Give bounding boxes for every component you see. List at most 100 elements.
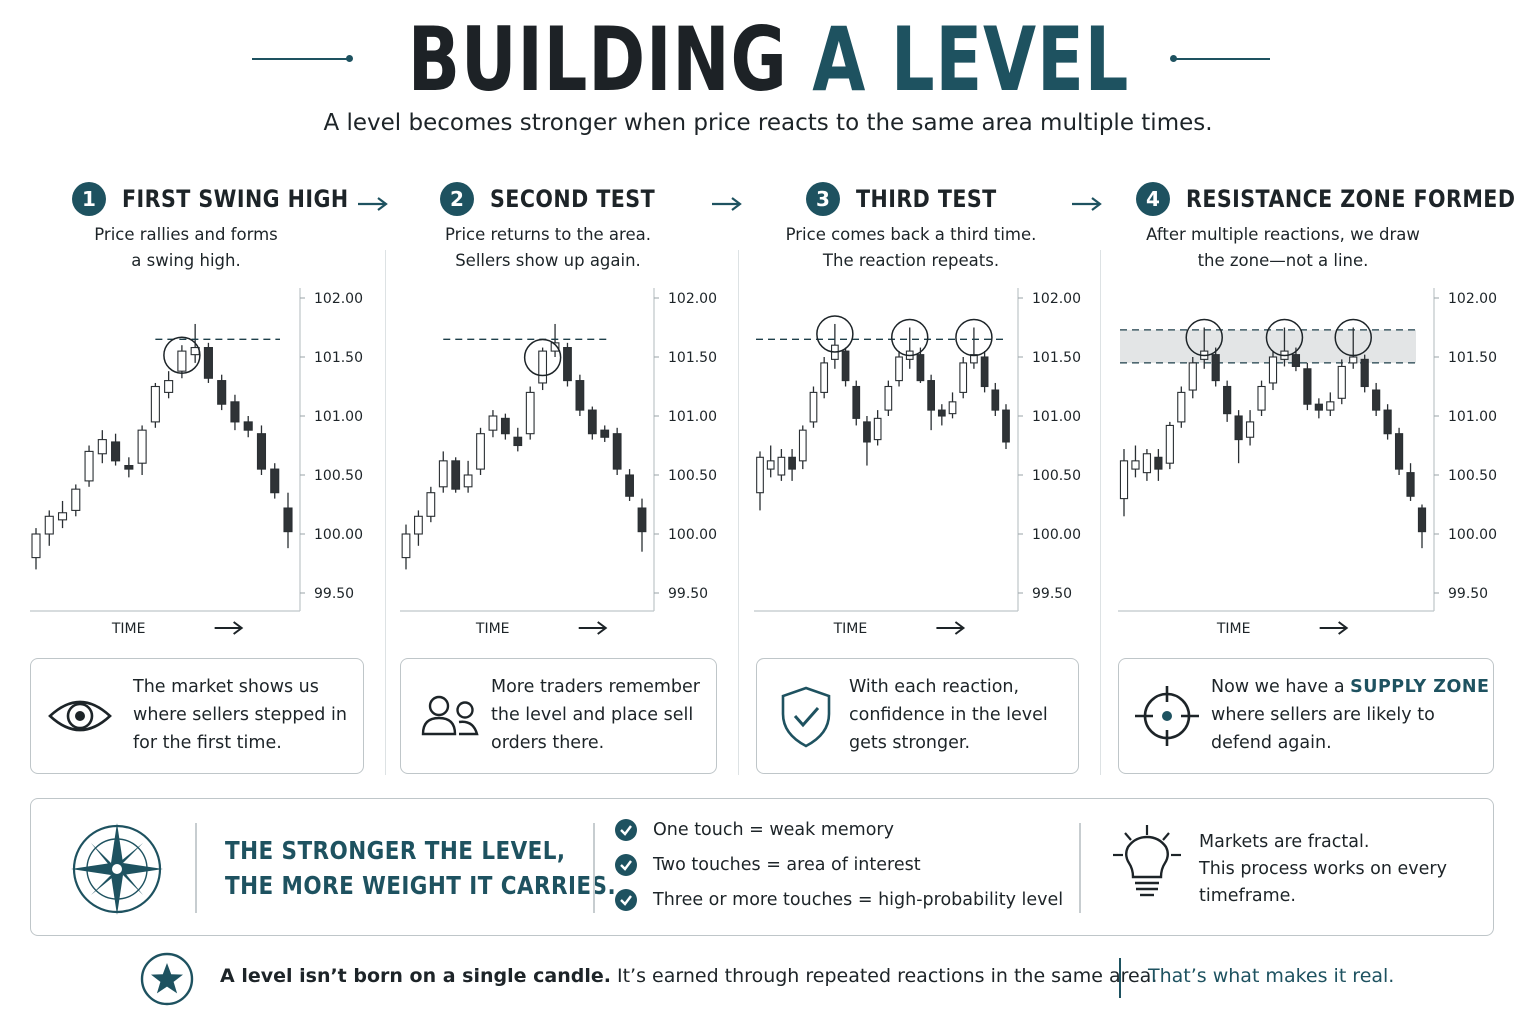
footer-bold-text: A level isn’t born on a single candle. xyxy=(220,965,611,987)
bullish-candle xyxy=(948,401,957,415)
bullish-candle xyxy=(1177,391,1186,423)
bearish-candle xyxy=(863,421,871,443)
bearish-candle xyxy=(575,380,585,411)
check-circle-icon xyxy=(615,889,637,911)
x-axis-label: TIME xyxy=(833,621,868,637)
step-2-number: 2 xyxy=(440,182,474,216)
y-tick-label: 99.50 xyxy=(1032,586,1072,602)
bearish-candle xyxy=(243,421,253,431)
check-item-label: Three or more touches = high-probability… xyxy=(653,890,1064,910)
bearish-candle xyxy=(1360,358,1369,388)
summary-divider xyxy=(593,823,595,913)
x-axis-label: TIME xyxy=(475,621,510,637)
chart-first-swing-high: 102.00 101.50 101.00 100.50 100.00 99.50 TIME xyxy=(30,288,363,637)
touch-circle xyxy=(523,338,562,377)
x-axis-label: TIME xyxy=(111,621,146,637)
bullish-candle xyxy=(488,415,498,431)
y-tick-label: 101.00 xyxy=(314,409,363,425)
bullish-candle xyxy=(438,460,448,488)
bullish-candle xyxy=(1165,424,1174,464)
y-tick-label: 100.50 xyxy=(1448,468,1497,484)
title-dot-right xyxy=(1170,55,1177,62)
y-tick-label: 101.00 xyxy=(1448,409,1497,425)
chart-resistance-zone: 102.00 101.50 101.00 100.50 100.00 99.50 TIME xyxy=(1118,288,1497,637)
step-2-title: SECOND TEST xyxy=(490,185,656,213)
step-4-desc-line2: the zone—not a line. xyxy=(1197,251,1369,270)
bullish-candle xyxy=(766,460,775,470)
bullish-candle xyxy=(756,456,764,494)
fractal-note: Markets are fractal. This process works … xyxy=(1199,829,1447,910)
bullish-candle xyxy=(1257,385,1266,411)
title-part1: BUILDING xyxy=(407,8,788,111)
bearish-candle xyxy=(852,385,861,419)
bullish-candle xyxy=(426,492,436,517)
bearish-candle xyxy=(451,460,461,490)
bullish-candle xyxy=(959,362,968,393)
bearish-candle xyxy=(1394,433,1404,470)
star-badge-icon xyxy=(140,952,194,1006)
y-tick-label: 101.00 xyxy=(668,409,717,425)
bullish-candle xyxy=(895,356,903,382)
step-1-desc-line2: a swing high. xyxy=(131,251,241,270)
summary-box: THE STRONGER THE LEVEL, THE MORE WEIGHT … xyxy=(30,798,1494,936)
step-arrow-icon xyxy=(358,197,388,211)
bullish-candle xyxy=(1268,356,1278,384)
y-tick-label: 99.50 xyxy=(1448,586,1488,602)
bearish-candle xyxy=(587,409,597,435)
page-subtitle: A level becomes stronger when price reac… xyxy=(323,110,1213,136)
touch-circle xyxy=(1265,318,1304,357)
step-3-title: THIRD TEST xyxy=(856,185,997,213)
bullish-candle xyxy=(401,533,411,559)
bullish-candle xyxy=(71,488,81,511)
bearish-candle xyxy=(1291,354,1301,367)
info-box-2-line1: More traders remember xyxy=(491,677,700,697)
compass-icon xyxy=(71,823,163,915)
info-box-3: With each reaction, confidence in the le… xyxy=(756,658,1079,774)
footer: A level isn’t born on a single candle. I… xyxy=(0,952,1536,1008)
bullish-candle xyxy=(1337,365,1346,399)
step-4-desc-line1: After multiple reactions, we draw xyxy=(1146,225,1420,244)
bullish-candle xyxy=(970,354,978,364)
step-2-desc-line2: Sellers show up again. xyxy=(455,251,641,270)
bullish-candle xyxy=(538,350,548,384)
touch-circle xyxy=(163,336,201,374)
y-tick-label: 100.00 xyxy=(1448,527,1497,543)
touch-circle xyxy=(1185,318,1223,357)
check-item-label: Two touches = area of interest xyxy=(653,855,921,875)
footer-accent-text: That’s what makes it real. xyxy=(1148,965,1395,987)
bullish-candle xyxy=(1245,421,1255,438)
bearish-candle xyxy=(513,436,523,447)
check-circle-icon xyxy=(615,819,637,841)
step-3-desc-line1: Price comes back a third time. xyxy=(785,225,1037,244)
bearish-candle xyxy=(1211,354,1220,382)
step-2-desc-line1: Price returns to the area. xyxy=(445,225,651,244)
summary-divider xyxy=(1079,823,1081,913)
bullish-candle xyxy=(44,515,54,535)
y-tick-label: 101.50 xyxy=(314,350,363,366)
column-divider xyxy=(1100,250,1101,775)
step-1-title: FIRST SWING HIGH xyxy=(122,185,349,213)
bearish-candle xyxy=(1383,409,1392,435)
info-box-2: More traders remember the level and plac… xyxy=(400,658,717,774)
bearish-candle xyxy=(124,465,134,470)
y-tick-label: 100.50 xyxy=(1032,468,1081,484)
bearish-candle xyxy=(1303,368,1312,405)
title-line-right xyxy=(1174,58,1270,60)
y-tick-label: 100.00 xyxy=(314,527,363,543)
info-box-4-prefix: Now we have a xyxy=(1211,677,1345,697)
bearish-candle xyxy=(1314,403,1323,411)
bearish-candle xyxy=(563,347,572,382)
bullish-candle xyxy=(1142,453,1152,474)
bullish-candle xyxy=(1119,460,1129,500)
bearish-candle xyxy=(1406,472,1415,497)
touch-circle xyxy=(1334,318,1372,357)
bullish-candle xyxy=(57,512,68,521)
step-2-description: Price returns to the area. Sellers show u… xyxy=(398,222,698,274)
info-box-1: The market shows us where sellers steppe… xyxy=(30,658,364,774)
footer-divider xyxy=(1119,958,1121,998)
bearish-candle xyxy=(625,474,634,497)
stronger-level-line2: THE MORE WEIGHT IT CARRIES. xyxy=(225,871,617,900)
column-divider xyxy=(385,250,386,775)
y-tick-label: 101.50 xyxy=(668,350,717,366)
summary-divider xyxy=(195,823,197,913)
